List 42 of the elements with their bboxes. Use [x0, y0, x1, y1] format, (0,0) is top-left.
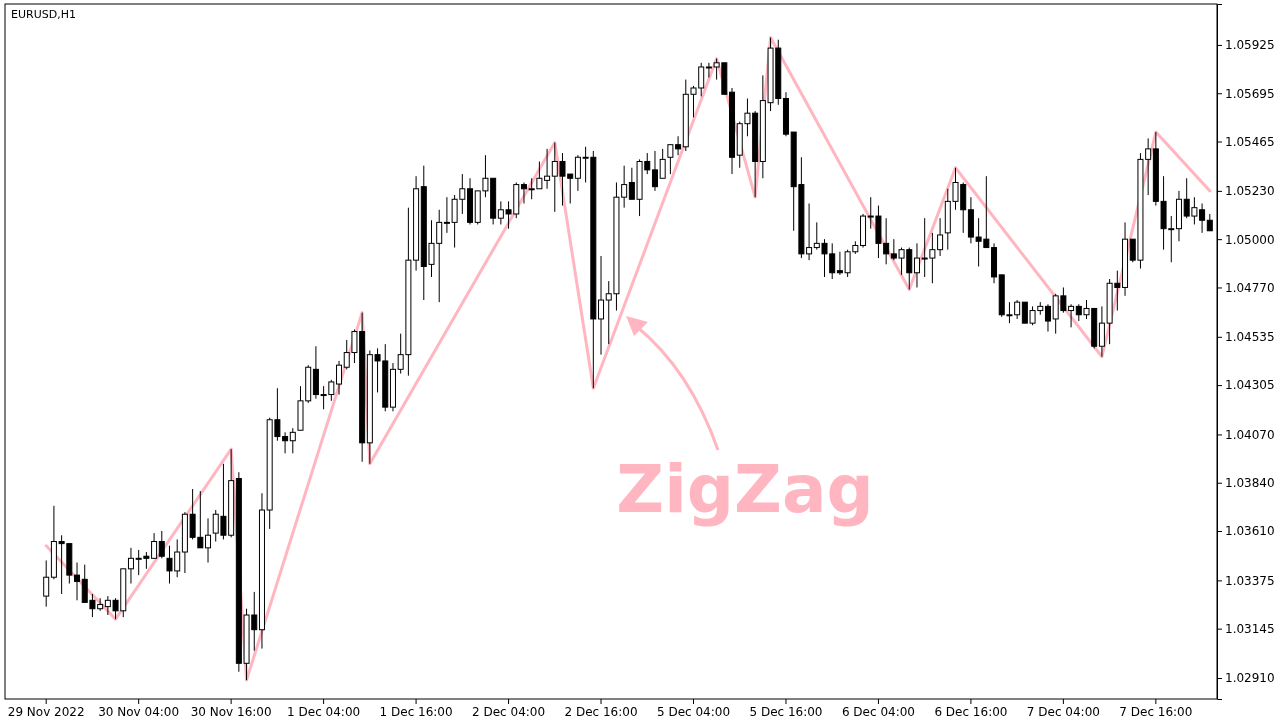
y-tick-label: 1.03840 — [1225, 476, 1275, 491]
candlestick — [913, 242, 920, 288]
x-tick-label: 1 Dec 16:00 — [379, 704, 453, 719]
candlestick — [659, 148, 666, 179]
candlestick — [205, 517, 212, 564]
x-tick-label: 7 Dec 04:00 — [1026, 704, 1100, 719]
x-tick-label: 2 Dec 04:00 — [472, 704, 546, 719]
y-tick-label: 1.04535 — [1225, 330, 1275, 345]
candlestick — [74, 562, 81, 601]
candlestick — [43, 559, 50, 608]
y-tick-label: 1.03610 — [1225, 524, 1275, 539]
candlestick — [158, 530, 165, 559]
candlestick — [651, 150, 658, 192]
candlestick — [520, 181, 527, 204]
x-tick-label: 6 Dec 16:00 — [934, 704, 1008, 719]
x-tick-label: 7 Dec 16:00 — [1119, 704, 1193, 719]
y-tick-label: 1.05925 — [1225, 38, 1275, 53]
candlestick — [598, 255, 605, 356]
x-tick-label: 29 Nov 2022 — [7, 704, 85, 719]
y-tick-label: 1.04070 — [1225, 427, 1275, 442]
x-tick-label: 30 Nov 04:00 — [98, 704, 180, 719]
y-tick-label: 1.05695 — [1225, 86, 1275, 101]
y-tick-label: 1.05465 — [1225, 134, 1275, 149]
x-tick-label: 1 Dec 04:00 — [287, 704, 361, 719]
x-tick-label: 5 Dec 16:00 — [749, 704, 823, 719]
candlestick — [1044, 303, 1051, 333]
x-tick-label: 30 Nov 16:00 — [190, 704, 272, 719]
y-tick-label: 1.03375 — [1225, 573, 1275, 588]
y-tick-label: 1.04305 — [1225, 378, 1275, 393]
candlestick — [289, 427, 296, 454]
annotation: ZigZag — [616, 451, 874, 528]
y-tick-label: 1.05230 — [1225, 184, 1275, 199]
y-tick-label: 1.05000 — [1225, 232, 1275, 247]
candlestick — [127, 547, 134, 585]
x-tick-label: 5 Dec 04:00 — [656, 704, 731, 719]
candlestick — [336, 360, 343, 396]
x-tick-label: 2 Dec 16:00 — [564, 704, 638, 719]
y-tick-label: 1.04770 — [1225, 280, 1275, 295]
y-tick-label: 1.02910 — [1225, 671, 1275, 686]
y-tick-label: 1.03145 — [1225, 622, 1275, 636]
chart-title: EURUSD,H1 — [11, 8, 76, 21]
x-tick-label: 6 Dec 04:00 — [841, 704, 915, 719]
